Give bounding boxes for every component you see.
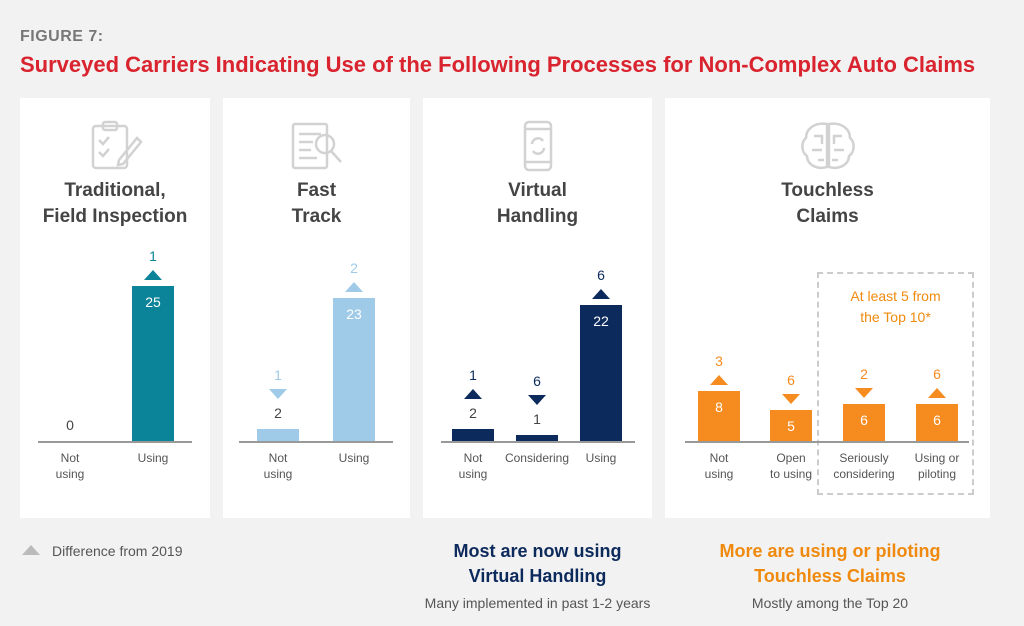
top10-annotation: At least 5 from the Top 10* [850,288,941,325]
panel-title: Touchless Claims [781,180,874,227]
panel-virtual-handling: Virtual Handling 2 1 Not using 1 6 Considering 2… [423,98,652,518]
diff-label: 2 [350,260,358,277]
category-label: Seriously considering [833,451,895,481]
down-triangle-icon [782,394,800,404]
category-label: Not using [263,451,293,481]
up-triangle-icon [464,388,482,399]
diff-label: 6 [533,372,541,389]
category-label: Using [338,451,370,465]
diff-label: 1 [469,366,477,383]
data-label: 8 [715,399,723,416]
diff-label: 1 [274,366,282,383]
bar [770,410,812,441]
baseline [239,441,393,443]
baseline [685,441,969,443]
diff-label: 3 [715,353,723,370]
bar [698,391,740,441]
up-triangle-icon [710,375,728,386]
bar [916,403,958,441]
bar [452,428,494,441]
category-label: Using or piloting [914,451,960,481]
data-label: 23 [346,306,362,323]
diff-label: 6 [787,372,795,388]
clipboard-icon [91,120,143,170]
triangle-icon [22,545,40,555]
down-triangle-icon [855,387,873,398]
diff-label: 6 [597,266,605,283]
panel-touchless-claims: Touchless Claims At least 5 from the Top 1… [665,98,990,518]
panel-title: Fast Track [291,180,342,227]
up-triangle-icon [592,288,610,299]
baseline [38,441,192,443]
diff-label: 1 [149,248,157,264]
up-triangle-icon [345,282,363,293]
up-triangle-icon [144,270,162,280]
data-label: 2 [469,404,477,421]
data-label: 1 [533,410,541,427]
data-label: 6 [933,411,941,428]
down-triangle-icon [269,388,287,399]
up-triangle-icon [928,387,946,398]
bar [516,434,558,441]
legend: Difference from 2019 [22,543,182,559]
category-label: Not using [55,451,85,481]
brain-icon [801,122,855,169]
data-label: 6 [860,411,868,428]
data-label: 2 [274,404,282,421]
panel-title: Traditional, Field Inspection [42,180,188,227]
bar [843,403,885,441]
category-label: Open to using [769,451,813,481]
bar [580,304,622,441]
category-label: Not using [704,451,734,481]
note-touchless-claims: More are using or piloting Touchless Clai… [719,541,941,611]
category-label: Not using [458,451,488,481]
chart-title: Surveyed Carriers Indicating Use of the … [20,52,976,77]
bar [132,286,174,441]
panel-title: Virtual Handling [496,180,579,227]
category-label: Using [585,451,617,465]
diff-label: 6 [933,365,941,382]
data-label: 25 [145,294,161,310]
down-triangle-icon [528,394,546,405]
baseline [441,441,635,443]
legend-label: Difference from 2019 [52,543,183,559]
data-label: 5 [787,418,795,434]
panel-fast-track: Fast Track 2 1 Not using 23 2 Using [223,98,410,518]
data-label: 22 [593,312,609,329]
bar [257,428,299,441]
category-label: Using [137,451,169,465]
figure-label: FIGURE 7: [20,28,104,45]
bar [333,298,375,441]
diff-label: 2 [860,365,868,382]
category-label: Considering [504,451,570,465]
panel-field-inspection: Traditional, Field Inspection 0 Not using 25… [20,98,210,518]
document-search-icon [291,122,342,170]
phone-sync-icon [523,120,553,172]
data-label: 0 [66,417,74,433]
top10-highlight-box [817,272,974,495]
note-virtual-handling: Most are now using Virtual Handling Many … [424,541,651,611]
